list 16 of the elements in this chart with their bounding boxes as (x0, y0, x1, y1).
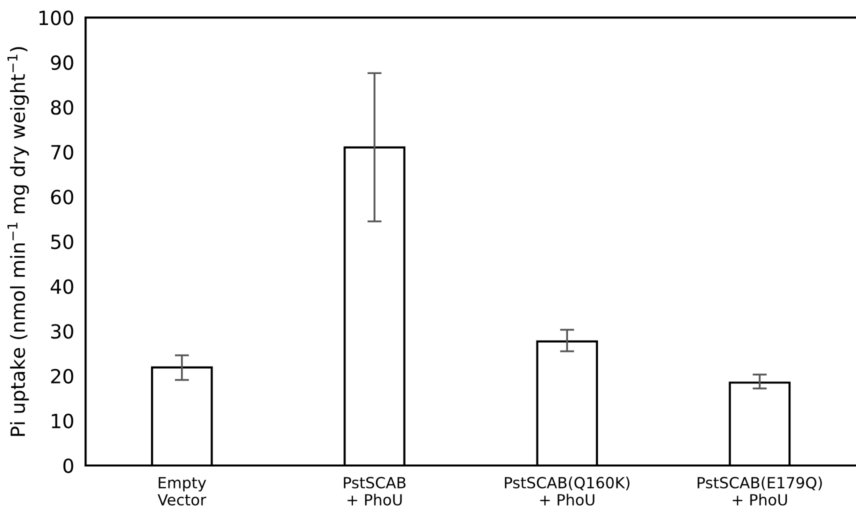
y-tick-label: 90 (50, 55, 74, 70)
y-tick-label: 100 (40, 10, 74, 26)
x-tick-label: PstSCAB(Q160K) + PhoU (504, 476, 630, 506)
y-tick-label: 30 (51, 324, 74, 339)
x-tick-label: Empty Vector (158, 477, 206, 506)
y-tick-label: 60 (51, 190, 74, 204)
y-tick-label: 40 (50, 279, 74, 294)
y-tick-label: 20 (51, 368, 74, 384)
y-tick-label: 50 (51, 234, 74, 250)
y-tick-label: 70 (51, 144, 74, 160)
y-tick-label: 80 (51, 100, 74, 115)
y-tick-label: 10 (52, 414, 74, 428)
x-tick-label: PstSCAB + PhoU (344, 476, 406, 506)
y-axis-title: Pi uptake (nmol min$^{−1}$ mg dry weight$^{−1}$) (7, 47, 29, 436)
x-tick-label: PstSCAB(E179Q) + PhoU (698, 476, 822, 506)
y-tick-label: 0 (63, 458, 74, 474)
